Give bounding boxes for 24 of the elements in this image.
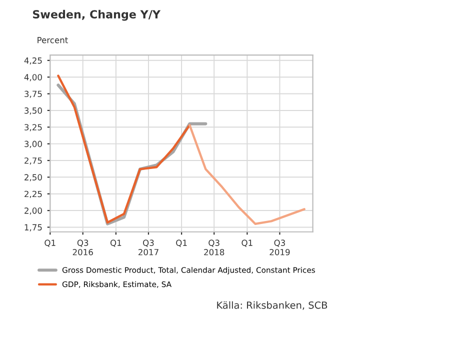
line-series (57, 74, 191, 224)
y-tick-label: 4,00 (24, 74, 42, 82)
x-tick-label: Q3 2017 (138, 240, 158, 256)
y-tick-label: 3,50 (24, 107, 42, 115)
y-tick-label: 2,50 (24, 174, 42, 182)
y-tick-label: 3,75 (24, 90, 42, 98)
line-series (188, 124, 306, 225)
y-tick-label: 2,25 (24, 190, 42, 198)
x-tick-label: Q3 2018 (204, 240, 224, 256)
y-tick-label: 2,00 (24, 208, 42, 215)
y-tick-label: 2,75 (24, 157, 42, 165)
y-tick-label: 3,25 (24, 124, 42, 132)
y-tick-label: 3,00 (24, 140, 42, 148)
chart-title: Sweden, Change Y/Y (32, 10, 161, 21)
text: Källa: Riksbanken, SCB (217, 301, 328, 310)
x-tick-label: Q3 2016 (72, 240, 93, 256)
x-tick-label: Q1 (176, 240, 187, 247)
x-tick-label: Q3 2019 (270, 240, 290, 256)
x-tick-label: Q1 (110, 240, 122, 247)
x-tick-label: Q1 (44, 240, 56, 247)
x-tick-label: Q1 (242, 240, 252, 247)
y-axis-title: Percent (38, 37, 68, 44)
y-tick-label: 4,25 (24, 57, 42, 65)
y-tick-label: 1,75 (24, 224, 42, 232)
